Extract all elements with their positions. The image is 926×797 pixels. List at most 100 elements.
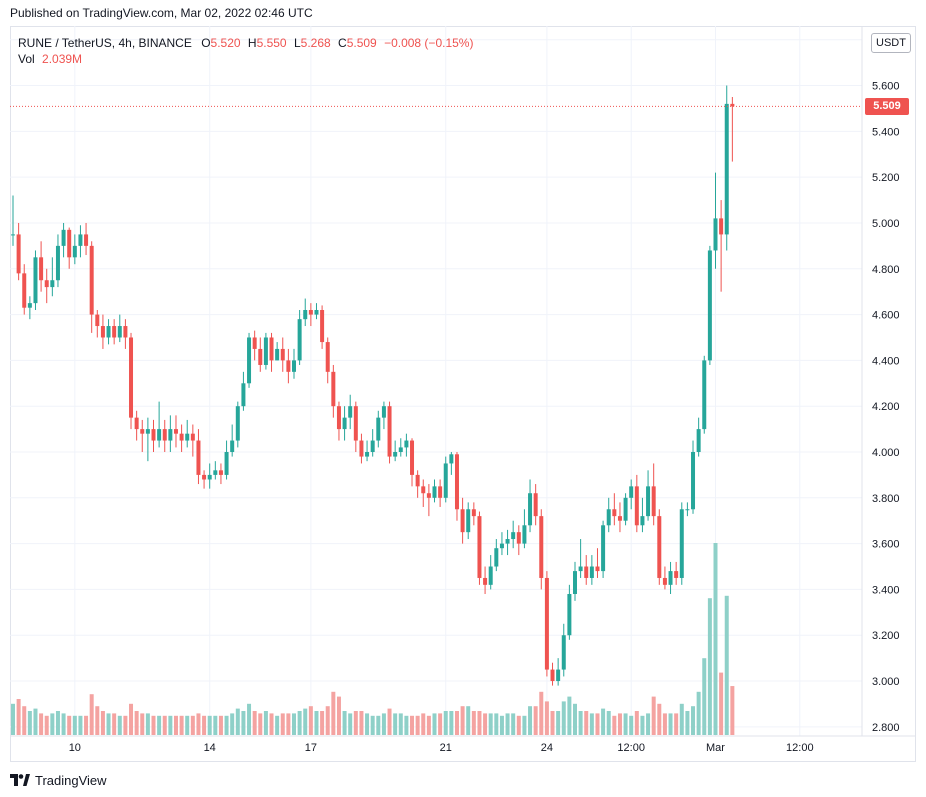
volume-bar [106, 713, 111, 735]
price-tick-label: 5.000 [872, 218, 900, 230]
volume-bar [258, 713, 263, 735]
volume-bar [516, 715, 521, 735]
price-tick-label: 3.400 [872, 584, 900, 596]
candle-body [78, 234, 83, 246]
volume-bar [505, 713, 510, 735]
candle-body [258, 348, 263, 365]
volume-bar [528, 706, 533, 735]
candle-body [404, 440, 409, 448]
volume-bar [376, 715, 381, 735]
volume-bar [129, 703, 134, 735]
candle-body [539, 516, 544, 578]
volume-bar [696, 691, 701, 735]
time-tick-label: 12:00 [786, 742, 814, 754]
candle-body [151, 429, 156, 441]
volume-bar [398, 713, 403, 735]
volume-bar [112, 713, 117, 735]
price-tick-label: 5.600 [872, 81, 900, 93]
volume-bar [55, 711, 60, 735]
candle-body [33, 257, 38, 304]
candle-body [145, 429, 150, 434]
candle-body [353, 406, 358, 441]
candle-body [691, 452, 696, 510]
candle-body [67, 229, 72, 258]
candle-body [387, 406, 392, 457]
last-price-tag: 5.509 [865, 97, 909, 115]
candle-body [646, 486, 651, 517]
volume-bar [235, 708, 240, 735]
volume-bar [157, 715, 162, 735]
candle-body [140, 429, 145, 434]
candle-body [494, 548, 499, 567]
price-tick-label: 2.800 [872, 722, 900, 734]
volume-bar [494, 713, 499, 735]
volume-bar [556, 711, 561, 735]
volume-bar [438, 713, 443, 735]
time-tick-label: 21 [440, 742, 452, 754]
volume-bar [230, 713, 235, 735]
price-tick-label: 5.400 [872, 126, 900, 138]
volume-bar [44, 715, 49, 735]
candle-body [348, 406, 353, 418]
volume-bar [196, 713, 201, 735]
volume-bar [247, 703, 252, 735]
candle-body [617, 516, 622, 521]
volume-bar [612, 715, 617, 735]
volume-bar [511, 713, 516, 735]
candle-body [679, 509, 684, 578]
volume-bar [359, 711, 364, 735]
candle-body [129, 337, 134, 418]
candle-body [235, 406, 240, 441]
candle-body [134, 417, 139, 430]
volume-bar [443, 711, 448, 735]
volume-bar [185, 715, 190, 735]
volume-bar [679, 703, 684, 735]
candle-body [112, 326, 117, 338]
volume-bar [589, 713, 594, 735]
price-change: −0.008 (−0.15%) [384, 36, 474, 50]
volume-bar [16, 699, 21, 735]
candle-body [460, 509, 465, 533]
volume-bar [550, 711, 555, 735]
candle-body [393, 452, 398, 457]
candle-body [11, 234, 15, 236]
candle-body [651, 486, 656, 517]
candle-body [696, 429, 701, 452]
volume-bar [280, 713, 285, 735]
candle-body [331, 371, 336, 407]
candle-body [640, 516, 645, 526]
volume-bar [544, 701, 549, 735]
volume-bar [370, 715, 375, 735]
candle-body [218, 470, 223, 475]
candle-body [263, 337, 268, 365]
close-value: 5.509 [346, 36, 377, 50]
candle-body [269, 337, 274, 361]
candle-body [713, 218, 718, 251]
candle-body [376, 417, 381, 441]
candle-body [511, 532, 516, 540]
candle-body [241, 383, 246, 407]
volume-bar [89, 694, 94, 735]
price-tick-label: 4.600 [872, 310, 900, 322]
candle-body [95, 314, 100, 327]
volume-bar [348, 713, 353, 735]
volume-bar [286, 713, 291, 735]
volume-bar [27, 711, 32, 735]
price-candles [11, 85, 735, 686]
candle-body [662, 577, 667, 585]
candle-body [421, 486, 426, 494]
tradingview-brand[interactable]: TradingView [10, 771, 107, 789]
price-tick-label: 4.000 [872, 447, 900, 459]
volume-bar [617, 713, 622, 735]
candle-body [50, 280, 55, 288]
price-tick-label: 3.600 [872, 539, 900, 551]
currency-button[interactable]: USDT [871, 33, 911, 53]
low-label: L [293, 36, 301, 50]
volume-bar [539, 691, 544, 735]
candle-body [544, 577, 549, 670]
volume-bar [488, 713, 493, 735]
candle-body [410, 440, 415, 475]
chart-frame[interactable] [10, 26, 916, 762]
candle-body [567, 594, 572, 636]
